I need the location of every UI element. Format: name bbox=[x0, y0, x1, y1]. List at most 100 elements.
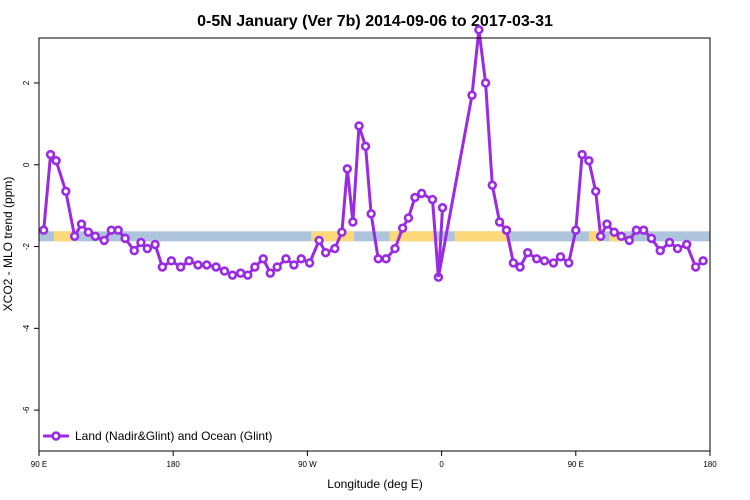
x-axis-label: Longitude (deg E) bbox=[327, 477, 422, 491]
data-point bbox=[227, 270, 238, 280]
data-point bbox=[571, 225, 581, 235]
data-point bbox=[150, 239, 160, 250]
band-land-segment bbox=[454, 231, 507, 242]
data-point bbox=[631, 225, 642, 235]
data-point bbox=[494, 217, 505, 227]
data-point bbox=[616, 231, 626, 242]
data-point bbox=[539, 256, 550, 266]
data-point bbox=[373, 254, 383, 264]
data-point bbox=[595, 231, 606, 242]
x-tick-label: 0 bbox=[439, 460, 444, 469]
chart-title: 0-5N January (Ver 7b) 2014-09-06 to 2017… bbox=[197, 13, 553, 30]
data-point bbox=[698, 256, 708, 266]
data-point bbox=[591, 186, 601, 197]
data-point bbox=[61, 186, 71, 197]
data-point bbox=[330, 243, 340, 254]
data-point bbox=[390, 243, 400, 254]
y-tick-label: -6 bbox=[22, 406, 31, 414]
data-point bbox=[175, 262, 186, 272]
data-point bbox=[38, 225, 49, 235]
data-point bbox=[584, 155, 594, 166]
band-land-segment bbox=[389, 231, 435, 242]
data-point bbox=[99, 235, 109, 246]
data-point bbox=[272, 262, 282, 272]
data-point bbox=[690, 262, 701, 272]
legend-label: Land (Nadir&Glint) and Ocean (Glint) bbox=[75, 429, 272, 443]
band-land-segment bbox=[588, 231, 602, 242]
data-point bbox=[655, 245, 665, 256]
band-land-segment bbox=[53, 231, 73, 242]
plot-frame bbox=[38, 37, 711, 452]
data-point bbox=[296, 254, 306, 264]
data-point bbox=[360, 141, 371, 152]
data-point bbox=[113, 225, 123, 235]
data-point bbox=[250, 262, 260, 272]
data-point bbox=[142, 243, 152, 254]
series-line-segment bbox=[436, 207, 445, 278]
data-point bbox=[258, 254, 268, 264]
data-point bbox=[467, 90, 477, 100]
data-point bbox=[320, 247, 331, 258]
legend-marker bbox=[51, 431, 61, 441]
y-tick-label: 2 bbox=[22, 80, 31, 85]
data-point bbox=[243, 270, 253, 280]
data-point bbox=[69, 231, 80, 242]
data-point bbox=[136, 237, 146, 248]
y-tick-label: 0 bbox=[22, 162, 31, 167]
x-tick-label: 180 bbox=[703, 460, 717, 469]
data-point bbox=[202, 260, 212, 270]
data-point bbox=[337, 227, 347, 237]
data-point bbox=[342, 164, 352, 174]
data-point bbox=[437, 202, 448, 213]
data-point bbox=[609, 227, 619, 237]
data-point bbox=[129, 245, 139, 256]
y-axis-label: XCO2 - MLO trend (ppm) bbox=[1, 177, 15, 312]
x-tick-label: 90 W bbox=[298, 460, 317, 469]
data-point bbox=[184, 256, 194, 266]
data-point bbox=[157, 262, 168, 272]
data-point bbox=[265, 268, 276, 278]
data-point bbox=[76, 219, 87, 229]
y-tick-label: -2 bbox=[22, 242, 31, 250]
band-land-segment bbox=[311, 231, 354, 242]
data-point bbox=[646, 233, 657, 244]
data-point bbox=[638, 225, 649, 235]
data-point bbox=[211, 262, 221, 272]
data-point bbox=[501, 225, 512, 235]
data-point bbox=[523, 247, 533, 258]
data-point bbox=[577, 149, 587, 160]
data-point bbox=[564, 258, 574, 268]
data-point bbox=[664, 237, 675, 248]
x-axis: 90 E 180 90 W 0 90 E 180 bbox=[31, 451, 717, 469]
data-point bbox=[45, 149, 56, 160]
data-point bbox=[474, 25, 484, 35]
y-axis: 2 0 -2 -4 -6 bbox=[22, 80, 39, 414]
data-point bbox=[602, 219, 612, 229]
data-point bbox=[416, 188, 427, 199]
data-point bbox=[83, 227, 94, 237]
data-point bbox=[219, 266, 230, 276]
data-point bbox=[531, 254, 542, 264]
data-point bbox=[548, 258, 559, 268]
data-point bbox=[682, 239, 692, 250]
data-point bbox=[354, 121, 364, 131]
data-point bbox=[480, 78, 491, 88]
data-point bbox=[193, 260, 203, 270]
data-point bbox=[515, 262, 525, 272]
x-tick-label: 180 bbox=[167, 460, 181, 469]
data-point bbox=[508, 258, 519, 268]
data-point bbox=[348, 217, 358, 227]
data-point bbox=[487, 180, 497, 190]
data-point bbox=[397, 223, 408, 233]
data-point bbox=[403, 213, 414, 223]
data-point bbox=[555, 252, 566, 262]
x-tick-label: 90 E bbox=[31, 460, 47, 469]
data-point bbox=[672, 243, 683, 254]
data-point bbox=[235, 268, 246, 278]
data-point bbox=[304, 258, 315, 268]
data-point bbox=[166, 256, 177, 266]
series-layer bbox=[38, 25, 708, 282]
data-point bbox=[410, 192, 420, 203]
data-point bbox=[366, 209, 376, 219]
